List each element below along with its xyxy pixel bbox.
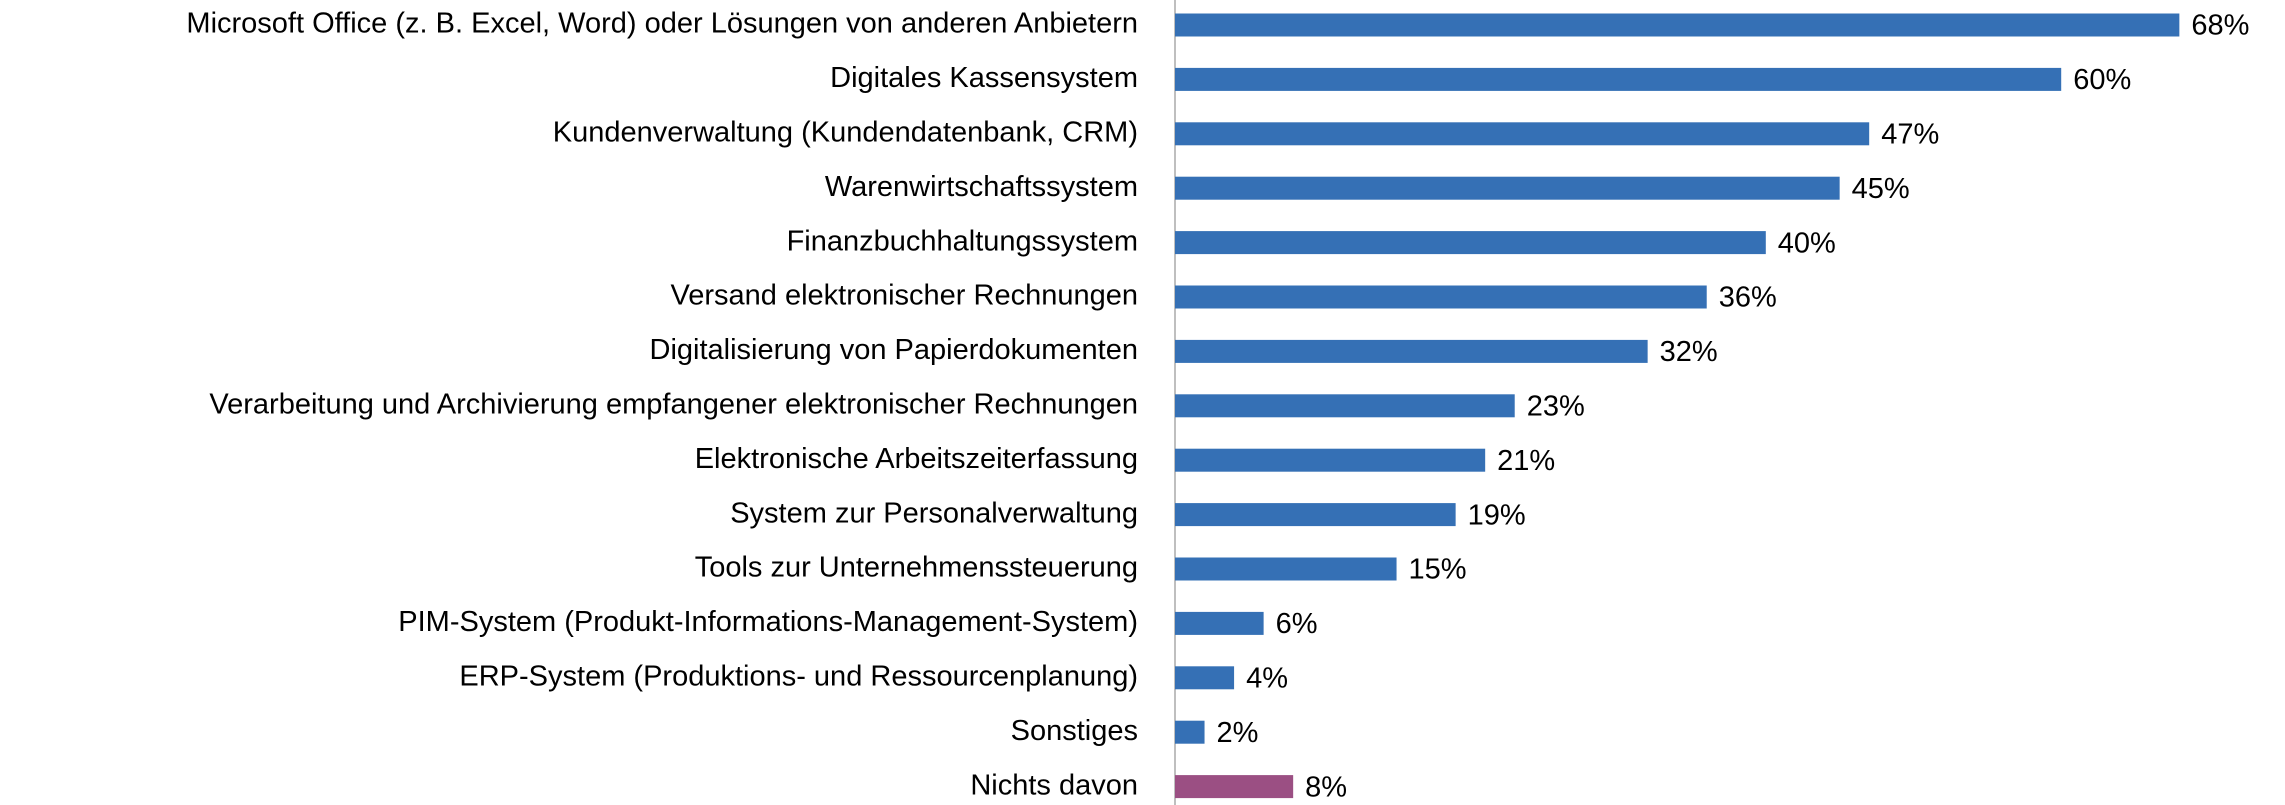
data-label: 6% xyxy=(1276,608,1318,640)
data-label: 8% xyxy=(1305,771,1347,803)
y-tick-label: Digitales Kassensystem xyxy=(830,62,1138,94)
y-tick-label: ERP-System (Produktions- und Ressourcenp… xyxy=(459,660,1138,692)
bar xyxy=(1175,448,1486,472)
bar xyxy=(1175,176,1840,200)
bar xyxy=(1175,67,2062,91)
y-tick-label: Nichts davon xyxy=(970,769,1138,801)
data-label: 23% xyxy=(1527,390,1585,422)
y-tick-label: System zur Personalverwaltung xyxy=(730,497,1138,529)
y-tick-label: Digitalisierung von Papierdokumenten xyxy=(650,334,1138,366)
data-label: 4% xyxy=(1246,662,1288,694)
data-label: 45% xyxy=(1852,173,1910,205)
data-label: 15% xyxy=(1409,554,1467,586)
y-tick-label: Elektronische Arbeitszeiterfassung xyxy=(695,443,1138,475)
data-label: 32% xyxy=(1660,336,1718,368)
data-label: 40% xyxy=(1778,227,1836,259)
bar xyxy=(1175,666,1235,690)
data-label: 60% xyxy=(2073,64,2131,96)
bar xyxy=(1175,611,1264,635)
y-tick-label: Warenwirtschaftssystem xyxy=(825,171,1138,203)
bar xyxy=(1175,503,1456,527)
y-tick-label: Finanzbuchhaltungssystem xyxy=(787,225,1138,257)
bar xyxy=(1175,394,1515,418)
data-label: 19% xyxy=(1468,499,1526,531)
bar xyxy=(1175,720,1205,744)
data-label: 68% xyxy=(2191,10,2249,42)
data-label: 21% xyxy=(1497,445,1555,477)
bar xyxy=(1175,122,1870,146)
bar xyxy=(1175,285,1707,309)
bar xyxy=(1175,775,1294,799)
y-tick-label: Tools zur Unternehmenssteuerung xyxy=(695,552,1138,584)
y-tick-label: PIM-System (Produkt-Informations-Managem… xyxy=(398,606,1138,638)
bar xyxy=(1175,339,1648,363)
y-tick-label: Sonstiges xyxy=(1011,715,1138,747)
data-label: 2% xyxy=(1217,717,1259,749)
bar xyxy=(1175,231,1766,255)
y-tick-label: Versand elektronischer Rechnungen xyxy=(670,280,1138,312)
data-label: 47% xyxy=(1881,118,1939,150)
y-tick-label: Microsoft Office (z. B. Excel, Word) ode… xyxy=(186,8,1138,40)
bar xyxy=(1175,13,2180,37)
y-tick-label: Verarbeitung und Archivierung empfangene… xyxy=(209,388,1138,420)
data-label: 36% xyxy=(1719,282,1777,314)
y-tick-label: Kundenverwaltung (Kundendatenbank, CRM) xyxy=(553,116,1138,148)
bar xyxy=(1175,557,1397,581)
